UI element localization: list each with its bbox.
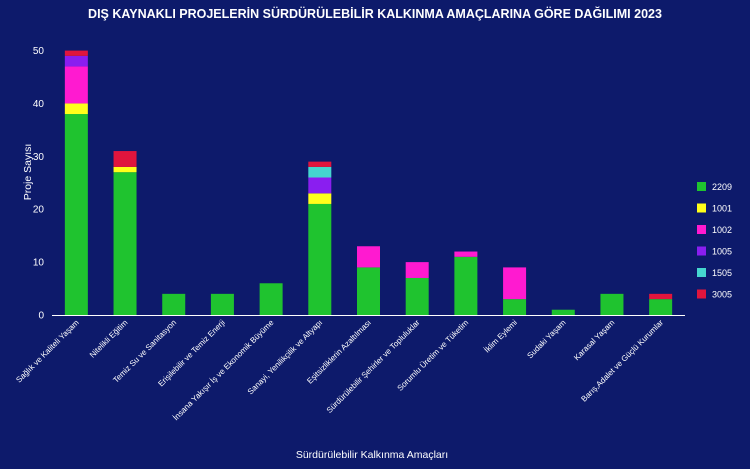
bar-segment-2209: [259, 283, 283, 315]
y-tick-label: 50: [33, 46, 45, 57]
bar-segment-1001: [64, 103, 88, 115]
x-tick-label: Nitelikli Eğitim: [88, 318, 130, 360]
x-tick-label: Barış,Adalet ve Güçlü Kurumlar: [579, 318, 665, 404]
legend-label: 3005: [712, 290, 732, 300]
x-tick-label: Sudaki Yaşam: [525, 318, 568, 361]
y-axis-ticks: 0 10 20 30 40 50: [33, 46, 45, 321]
bar-segment-1002: [503, 267, 527, 300]
legend-swatch-1002: [697, 225, 706, 234]
bar-segment-2209: [210, 293, 234, 315]
bar-segment-1005: [64, 55, 88, 67]
bar-segment-1001: [308, 193, 332, 204]
chart-title: DIŞ KAYNAKLI PROJELERİN SÜRDÜRÜLEBİLİR K…: [88, 6, 662, 21]
x-tick-label: İklim Eylemi: [482, 318, 519, 355]
bar-segment-2209: [503, 299, 527, 315]
y-tick-label: 30: [33, 152, 45, 163]
legend-label: 1505: [712, 268, 732, 278]
y-tick-label: 10: [33, 258, 45, 269]
bar-segment-2209: [454, 256, 478, 315]
legend-swatch-1505: [697, 268, 706, 277]
x-tick-label: Sürdürülebilir Şehirler ve Topluluklar: [325, 318, 422, 415]
bar-segment-1505: [308, 166, 332, 178]
bars: [64, 50, 673, 316]
y-tick-label: 0: [38, 311, 44, 322]
x-tick-label: Karasal Yaşam: [572, 318, 616, 362]
bar-segment-3005: [649, 293, 673, 300]
x-tick-label: İnsana Yakışır İş ve Ekonomik Büyüme: [171, 318, 276, 423]
bar-segment-3005: [308, 161, 332, 167]
legend-label: 1001: [712, 204, 732, 214]
x-axis-label: Sürdürülebilir Kalkınma Amaçları: [296, 449, 448, 461]
x-axis-tick-labels: Sağlık ve Kaliteli Yaşam Nitelikli Eğitim…: [14, 318, 665, 423]
legend-label: 1005: [712, 247, 732, 257]
bar-segment-1002: [454, 251, 478, 257]
bar-segment-2209: [357, 267, 380, 315]
bar-segment-2209: [113, 172, 137, 315]
bar-segment-1005: [308, 177, 332, 194]
legend: 2209 1001 1002 1005 1505 3005: [697, 182, 732, 300]
bar-segment-3005: [113, 151, 137, 167]
legend-swatch-1005: [697, 246, 706, 256]
bar-segment-2209: [600, 293, 624, 315]
bar-segment-2209: [162, 293, 186, 315]
y-axis-label: Proje Sayısı: [22, 144, 34, 201]
legend-swatch-1001: [697, 203, 706, 213]
x-tick-label: Sağlık ve Kaliteli Yaşam: [14, 318, 81, 385]
bar-segment-1002: [405, 262, 429, 278]
bar-segment-2209: [551, 309, 575, 315]
bar-segment-1002: [357, 246, 380, 268]
y-tick-label: 20: [33, 205, 45, 216]
bar-segment-2209: [405, 277, 429, 315]
bar-segment-2209: [64, 114, 88, 316]
legend-label: 2209: [712, 182, 732, 192]
legend-label: 1002: [712, 225, 732, 235]
legend-swatch-2209: [697, 182, 706, 191]
bar-segment-2209: [308, 203, 332, 315]
bar-segment-1002: [64, 66, 88, 104]
bar-segment-1001: [113, 166, 137, 173]
y-tick-label: 40: [33, 99, 45, 110]
bar-segment-3005: [64, 50, 88, 56]
bar-segment-2209: [649, 299, 673, 315]
legend-swatch-3005: [697, 289, 706, 299]
